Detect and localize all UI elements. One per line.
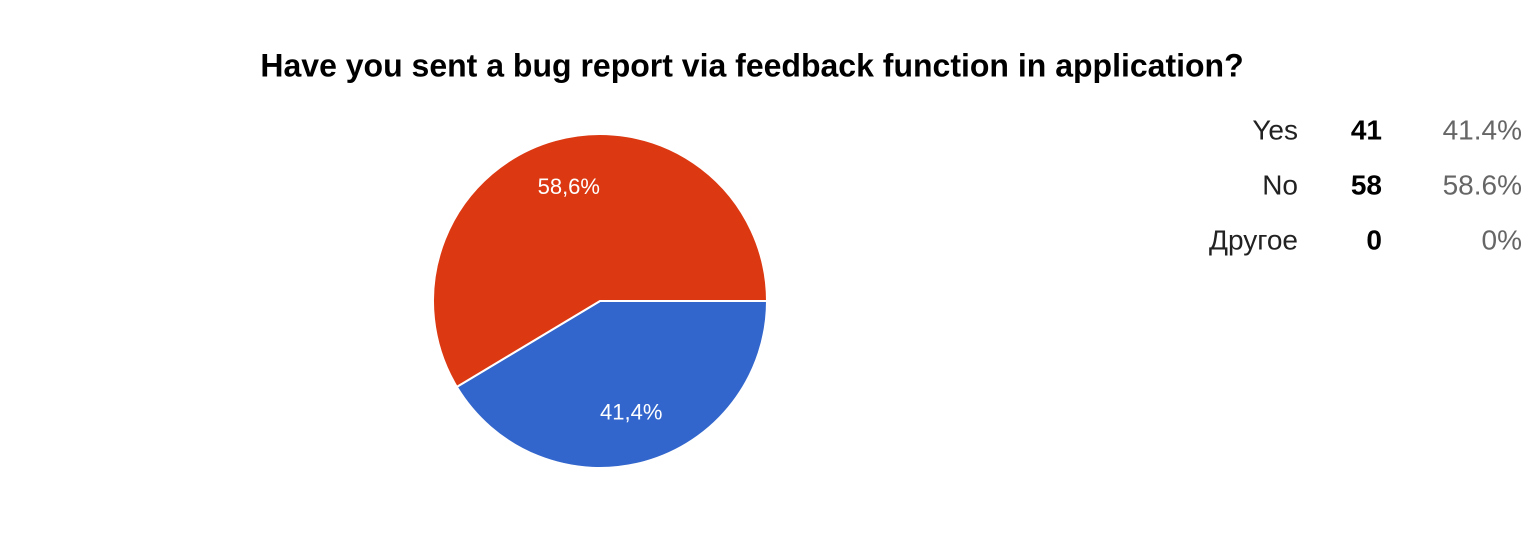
legend-percent: 41.4% [1443,114,1522,145]
legend-label: No [1262,169,1298,200]
slice-label: 41,4% [600,399,662,424]
legend-label: Другое [1209,224,1298,255]
legend-label: Yes [1252,114,1298,145]
legend-percent: 58.6% [1443,169,1522,200]
legend-count: 0 [1366,224,1382,255]
pie-slice [432,133,769,389]
legend-percent: 0% [1482,224,1522,255]
slice-label: 58,6% [538,174,600,199]
pie-slice [455,300,769,469]
chart-title: Have you sent a bug report via feedback … [260,47,1243,83]
legend-count: 41 [1351,114,1382,145]
legend-count: 58 [1351,169,1382,200]
